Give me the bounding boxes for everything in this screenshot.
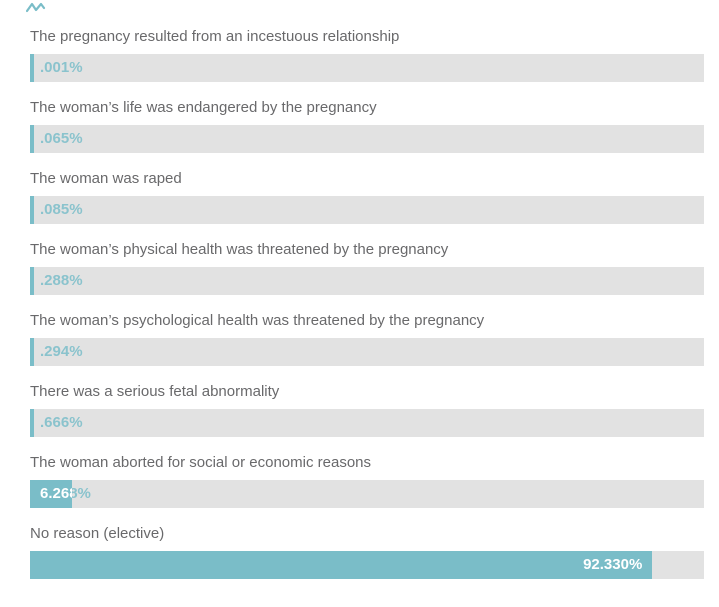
category-label: The woman’s physical health was threaten… <box>30 241 449 258</box>
bar-fill: .085% <box>30 196 34 224</box>
bar-chart: The pregnancy resulted from an incestuou… <box>30 26 704 594</box>
bar-row: There was a serious fetal abnormality .66… <box>30 381 704 437</box>
bar-fill: .666% <box>30 409 35 437</box>
category-label: The woman’s psychological health was thr… <box>30 312 485 329</box>
category-label: The woman aborted for social or economic… <box>30 454 372 471</box>
bar-fill: .294% <box>30 338 34 366</box>
category-label: The woman’s life was endangered by the p… <box>30 99 377 116</box>
category-label: The pregnancy resulted from an incestuou… <box>30 28 400 45</box>
bar-fill: .288% <box>30 267 34 295</box>
bar-row: The woman was raped .085% .085% <box>30 168 704 224</box>
value-label-overlay: 6.268% <box>40 485 72 502</box>
bar-track: .085% .085% <box>30 196 704 224</box>
bar-row: The woman’s psychological health was thr… <box>30 310 704 366</box>
value-label: .001% <box>40 59 83 76</box>
bar-fill: 92.330% <box>30 551 653 579</box>
bar-track: .288% .288% <box>30 267 704 295</box>
bar-track: .666% .666% <box>30 409 704 437</box>
bar-track: 92.330% <box>30 551 704 579</box>
bar-track: 6.268%6.268% <box>30 480 704 508</box>
bar-track: .294% .294% <box>30 338 704 366</box>
bar-fill: 6.268% <box>30 480 73 508</box>
value-label: .294% <box>40 343 83 360</box>
value-label: .065% <box>40 130 83 147</box>
bar-row: The woman’s physical health was threaten… <box>30 239 704 295</box>
bar-row: No reason (elective) 92.330% <box>30 523 704 579</box>
bar-fill: .065% <box>30 125 34 153</box>
bar-row: The woman’s life was endangered by the p… <box>30 97 704 153</box>
bar-track: .065% .065% <box>30 125 704 153</box>
value-label: .666% <box>40 414 83 431</box>
value-label: 92.330% <box>583 556 643 573</box>
scribble-icon <box>26 2 46 13</box>
value-label: .085% <box>40 201 83 218</box>
category-label: No reason (elective) <box>30 525 165 542</box>
bar-row: The woman aborted for social or economic… <box>30 452 704 508</box>
value-label: .288% <box>40 272 83 289</box>
bar-fill: .001% <box>30 54 34 82</box>
category-label: There was a serious fetal abnormality <box>30 383 280 400</box>
category-label: The woman was raped <box>30 170 182 187</box>
bar-row: The pregnancy resulted from an incestuou… <box>30 26 704 82</box>
bar-track: .001% .001% <box>30 54 704 82</box>
